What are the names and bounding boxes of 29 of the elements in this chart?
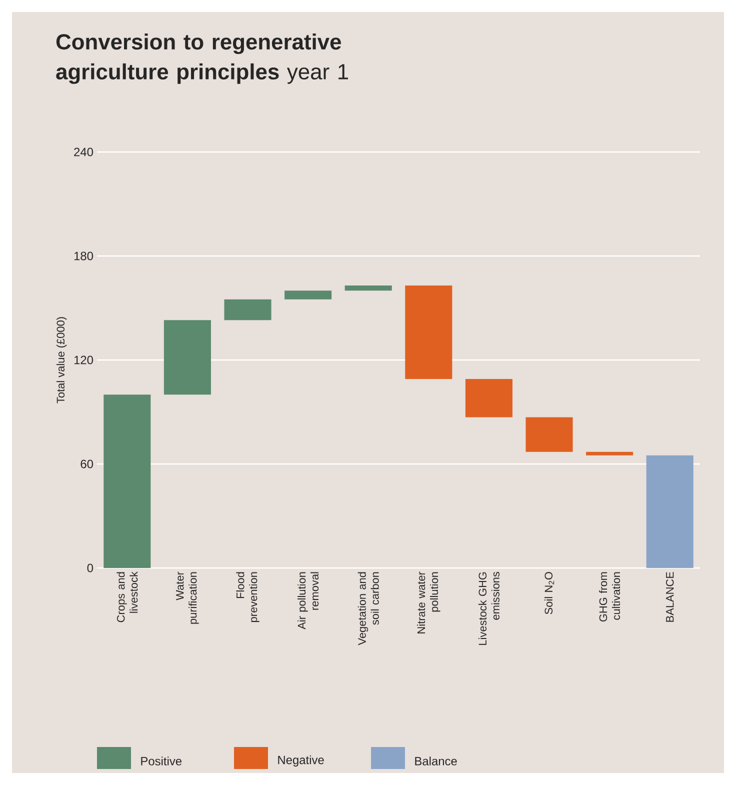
- x-tick-label: Soil N$_{2}$O: [544, 572, 554, 614]
- x-tick-label: Vegetation and soil carbon: [358, 572, 379, 646]
- x-tick-label: Livestock GHG emissions: [478, 572, 500, 645]
- x-tick-label: Air pollution removal: [298, 572, 319, 630]
- y-axis-title: Total value (£000): [56, 317, 67, 404]
- bar: [224, 299, 272, 320]
- bar: [164, 320, 211, 395]
- y-tick-label: 180: [74, 252, 94, 260]
- x-tick-label: Water purification: [176, 572, 199, 624]
- bar: [104, 394, 151, 568]
- bar: [586, 452, 634, 456]
- legend-label: Positive: [141, 756, 182, 766]
- legend-label: Balance: [415, 756, 457, 766]
- bar: [465, 379, 512, 418]
- bar: [646, 455, 694, 568]
- bar: [405, 285, 452, 380]
- bar: [526, 417, 573, 452]
- x-tick-label: Nitrate water pollution: [417, 572, 440, 634]
- y-tick-label: 0: [87, 564, 94, 572]
- bar: [284, 290, 332, 300]
- chart-title: Conversion to regenerative agriculture principles year 1: [56, 34, 348, 84]
- y-tick-label: 120: [74, 356, 94, 364]
- bar: [344, 285, 392, 291]
- x-tick-label: GHG from cultivation: [599, 572, 620, 622]
- x-tick-label: Crops and livestock: [116, 572, 138, 622]
- legend-label: Negative: [278, 755, 324, 767]
- y-tick-label: 60: [80, 460, 94, 468]
- x-tick-label: BALANCE: [666, 572, 674, 622]
- y-tick-label: 240: [74, 148, 94, 156]
